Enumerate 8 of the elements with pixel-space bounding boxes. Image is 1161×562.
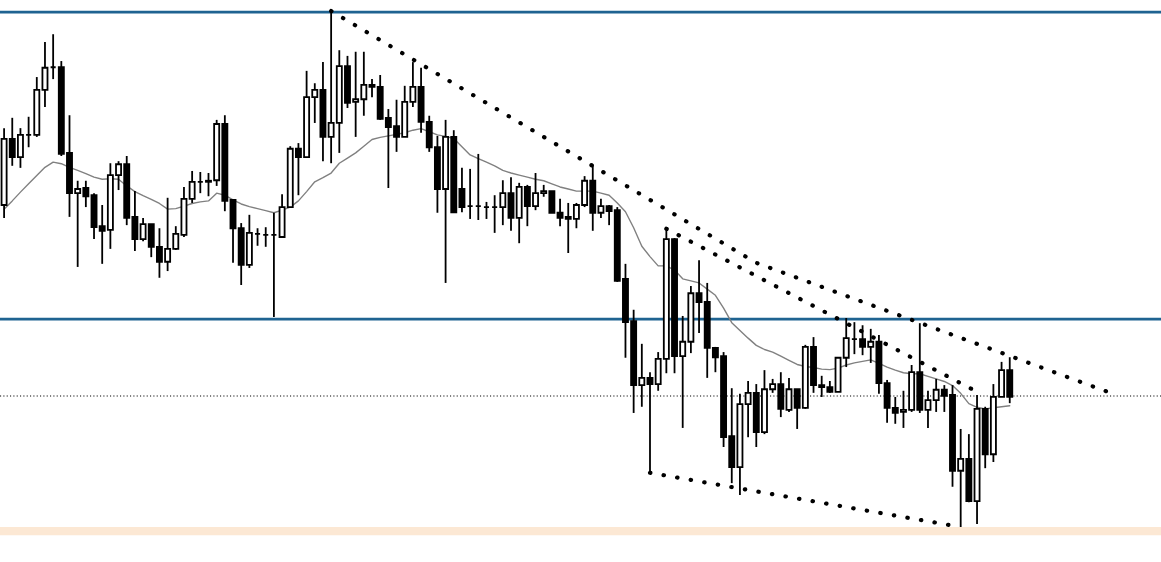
candlestick — [695, 259, 703, 334]
candlestick — [458, 166, 466, 214]
candlestick — [188, 170, 196, 204]
candlestick — [556, 197, 564, 228]
candlestick — [842, 317, 850, 368]
candlestick — [499, 179, 507, 227]
candlestick — [368, 78, 376, 99]
candlestick — [597, 197, 605, 219]
